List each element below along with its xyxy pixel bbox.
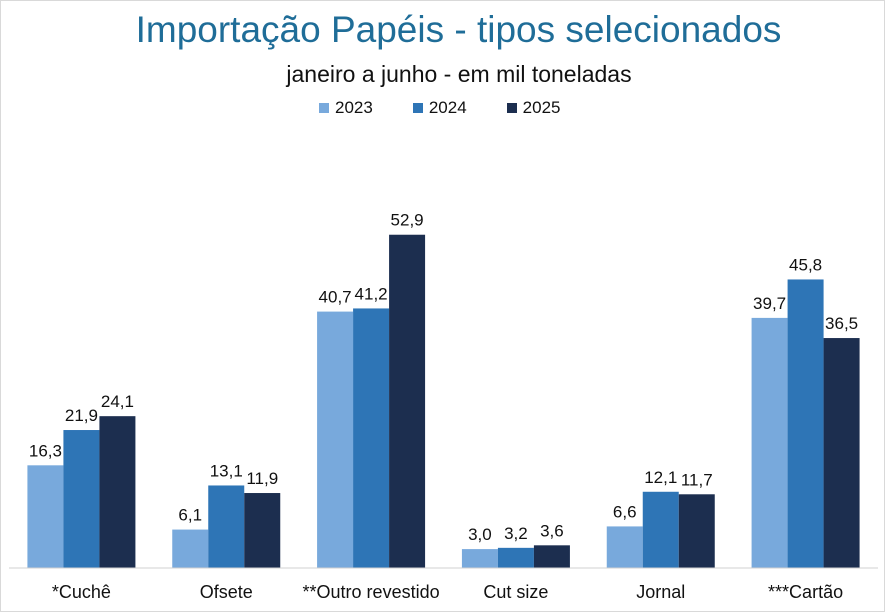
chart-title: Importação Papéis - tipos selecionados — [135, 9, 782, 50]
bar-2023-6 — [751, 317, 788, 568]
data-label-2023-4: 3,0 — [468, 525, 492, 544]
bar-2024-4 — [497, 547, 534, 568]
category-label-5: Jornal — [636, 582, 685, 602]
data-label-2024-4: 3,2 — [504, 524, 528, 543]
data-label-2024-1: 21,9 — [65, 406, 98, 425]
legend-swatch-2023 — [319, 103, 329, 113]
legend-label-2023: 2023 — [335, 98, 373, 117]
bar-2025-1 — [99, 416, 136, 568]
data-label-2024-3: 41,2 — [355, 284, 388, 303]
legend: 2023 2024 2025 — [319, 98, 560, 118]
legend-item-2023: 2023 — [319, 98, 373, 118]
category-label-6: ***Cartão — [768, 582, 843, 602]
data-label-2025-6: 36,5 — [825, 314, 858, 333]
data-label-2024-5: 12,1 — [644, 468, 677, 487]
data-label-2025-1: 24,1 — [101, 392, 134, 411]
data-label-2025-5: 11,7 — [681, 470, 713, 489]
legend-swatch-2024 — [412, 103, 423, 113]
bar-2023-1 — [27, 465, 64, 568]
bar-2023-2 — [172, 529, 209, 568]
bar-2024-1 — [63, 430, 100, 568]
bar-2024-2 — [208, 485, 245, 568]
bar-2025-4 — [533, 545, 570, 568]
data-label-2023-1: 16,3 — [29, 441, 62, 460]
bar-2023-3 — [317, 311, 354, 568]
data-label-2023-2: 6,1 — [178, 506, 202, 525]
bar-2025-2 — [244, 493, 281, 568]
chart-subtitle: janeiro a junho - em mil toneladas — [286, 61, 632, 87]
data-label-2023-5: 6,6 — [613, 502, 637, 521]
legend-label-2024: 2024 — [428, 98, 467, 117]
bar-2024-6 — [787, 279, 824, 568]
bar-2025-5 — [678, 494, 715, 568]
data-label-2025-3: 52,9 — [391, 211, 424, 230]
legend-item-2025: 2025 — [506, 98, 561, 118]
bar-2025-6 — [823, 338, 860, 568]
bar-2023-4 — [461, 549, 498, 568]
bar-2024-5 — [642, 491, 679, 568]
legend-swatch-2025 — [506, 103, 517, 113]
data-label-2023-3: 40,7 — [319, 288, 352, 307]
category-label-3: **Outro revestido — [303, 582, 440, 602]
data-label-2023-6: 39,7 — [753, 294, 786, 313]
bar-2024-3 — [353, 308, 390, 568]
category-label-1: *Cuchê — [52, 582, 111, 602]
legend-label-2025: 2025 — [522, 98, 561, 117]
bar-2025-3 — [389, 234, 426, 569]
bar-2023-5 — [606, 526, 643, 568]
data-label-2024-2: 13,1 — [210, 461, 243, 480]
legend-item-2024: 2024 — [412, 98, 467, 118]
data-label-2024-6: 45,8 — [789, 255, 822, 274]
data-label-2025-2: 11,9 — [246, 469, 278, 488]
category-label-4: Cut size — [483, 582, 548, 602]
data-label-2025-4: 3,6 — [540, 521, 564, 540]
category-label-2: Ofsete — [200, 582, 253, 602]
